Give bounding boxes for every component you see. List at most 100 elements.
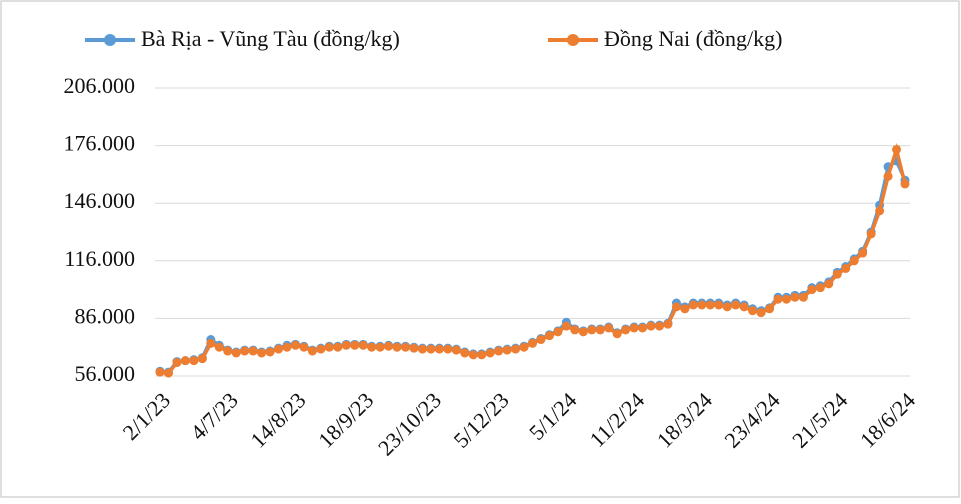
- point: [892, 144, 902, 154]
- point: [358, 340, 368, 350]
- point: [350, 340, 360, 350]
- point: [502, 345, 512, 355]
- point: [587, 325, 597, 335]
- point: [680, 304, 690, 314]
- point: [468, 350, 478, 360]
- point: [155, 367, 165, 377]
- point: [561, 321, 571, 331]
- point: [849, 256, 859, 266]
- point: [798, 292, 808, 302]
- point: [494, 346, 504, 356]
- point: [426, 344, 436, 354]
- point: [705, 300, 715, 310]
- point: [824, 279, 834, 289]
- point: [654, 321, 664, 331]
- legend-item: Đồng Nai (đồng/kg): [548, 26, 782, 51]
- point: [688, 300, 698, 310]
- point: [324, 342, 334, 352]
- legend-item: Bà Rịa - Vũng Tàu (đồng/kg): [85, 26, 400, 51]
- point: [206, 338, 216, 348]
- point: [189, 356, 199, 366]
- point: [528, 338, 537, 348]
- point: [621, 325, 631, 335]
- y-tick-label: 146.000: [64, 188, 136, 213]
- point: [257, 348, 267, 358]
- point: [866, 229, 876, 239]
- point: [765, 304, 775, 314]
- point: [858, 248, 868, 258]
- y-tick-label: 176.000: [64, 131, 136, 156]
- point: [299, 342, 309, 352]
- point: [274, 344, 284, 354]
- point: [485, 348, 495, 358]
- point: [875, 206, 885, 216]
- point: [316, 344, 326, 354]
- point: [756, 308, 766, 318]
- point: [443, 344, 453, 354]
- point: [722, 302, 732, 312]
- point: [604, 323, 614, 333]
- point: [638, 323, 648, 333]
- point: [578, 327, 588, 337]
- point: [739, 302, 749, 312]
- point: [333, 342, 343, 352]
- point: [409, 343, 419, 353]
- point: [434, 344, 444, 354]
- point: [392, 342, 402, 352]
- point: [197, 354, 207, 364]
- point: [290, 340, 300, 350]
- point: [265, 347, 275, 357]
- point: [172, 358, 182, 368]
- point: [341, 340, 351, 350]
- point: [231, 348, 241, 358]
- point: [223, 346, 233, 356]
- point: [781, 294, 791, 304]
- point: [807, 285, 817, 295]
- point: [646, 321, 656, 331]
- point: [214, 342, 224, 352]
- point: [477, 350, 487, 360]
- point: [375, 342, 385, 352]
- y-tick-label: 116.000: [64, 246, 135, 271]
- point: [180, 356, 190, 366]
- point: [401, 342, 411, 352]
- point: [367, 342, 377, 352]
- y-tick-label: 206.000: [64, 73, 136, 98]
- legend-marker: [104, 34, 116, 46]
- point: [841, 263, 851, 273]
- y-tick-label: 86.000: [75, 303, 136, 328]
- point: [629, 323, 639, 333]
- legend-label: Bà Rịa - Vũng Tàu (đồng/kg): [141, 26, 400, 51]
- point: [240, 346, 250, 356]
- point: [663, 319, 673, 329]
- point: [460, 348, 470, 358]
- point: [570, 325, 580, 335]
- point: [714, 300, 724, 310]
- point: [900, 179, 910, 189]
- point: [697, 300, 707, 310]
- point: [511, 344, 521, 354]
- point: [883, 171, 893, 181]
- point: [384, 341, 394, 351]
- point: [307, 346, 317, 356]
- legend-marker: [567, 34, 579, 46]
- point: [773, 294, 783, 304]
- point: [815, 283, 825, 293]
- point: [248, 346, 258, 356]
- point: [163, 368, 173, 378]
- point: [612, 329, 622, 339]
- point: [417, 344, 427, 354]
- point: [282, 342, 292, 352]
- point: [451, 345, 461, 355]
- point: [731, 300, 741, 310]
- point: [595, 325, 605, 335]
- point: [748, 306, 758, 316]
- point: [544, 331, 554, 341]
- point: [536, 335, 546, 345]
- point: [671, 302, 681, 312]
- legend-label: Đồng Nai (đồng/kg): [604, 26, 782, 51]
- point: [519, 342, 529, 352]
- point: [832, 269, 842, 279]
- point: [553, 327, 563, 337]
